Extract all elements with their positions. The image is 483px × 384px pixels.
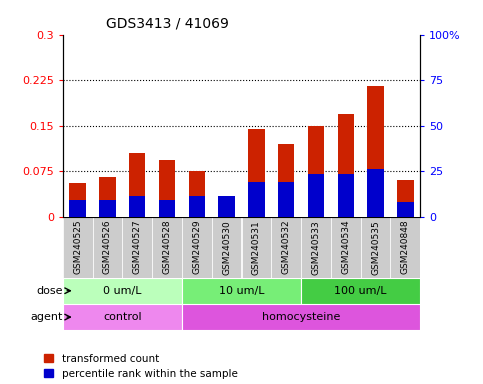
Bar bbox=[218, 206, 235, 217]
Bar bbox=[182, 217, 212, 278]
Bar bbox=[278, 144, 294, 217]
Bar bbox=[242, 217, 271, 278]
Text: control: control bbox=[103, 312, 142, 322]
Text: GSM240532: GSM240532 bbox=[282, 220, 291, 275]
Bar bbox=[129, 153, 145, 217]
Bar bbox=[361, 217, 390, 278]
Text: dose: dose bbox=[36, 286, 63, 296]
Text: GSM240531: GSM240531 bbox=[252, 220, 261, 275]
Text: 10 um/L: 10 um/L bbox=[219, 286, 264, 296]
Bar bbox=[271, 217, 301, 278]
Text: GDS3413 / 41069: GDS3413 / 41069 bbox=[106, 17, 228, 31]
Bar bbox=[331, 217, 361, 278]
Text: GSM240535: GSM240535 bbox=[371, 220, 380, 275]
Bar bbox=[397, 202, 413, 217]
Bar bbox=[129, 196, 145, 217]
Bar bbox=[218, 196, 235, 217]
Text: homocysteine: homocysteine bbox=[262, 312, 340, 322]
Text: GSM240529: GSM240529 bbox=[192, 220, 201, 275]
Bar bbox=[248, 182, 265, 217]
Bar bbox=[63, 304, 182, 330]
Bar bbox=[152, 217, 182, 278]
Legend: transformed count, percentile rank within the sample: transformed count, percentile rank withi… bbox=[44, 354, 238, 379]
Bar bbox=[308, 126, 324, 217]
Bar bbox=[159, 161, 175, 217]
Bar bbox=[99, 177, 115, 217]
Bar bbox=[99, 200, 115, 217]
Bar bbox=[212, 217, 242, 278]
Bar bbox=[368, 86, 384, 217]
Bar bbox=[248, 129, 265, 217]
Bar bbox=[390, 217, 420, 278]
Bar bbox=[122, 217, 152, 278]
Bar bbox=[338, 174, 354, 217]
Bar bbox=[301, 217, 331, 278]
Text: GSM240525: GSM240525 bbox=[73, 220, 82, 275]
Text: GSM240527: GSM240527 bbox=[133, 220, 142, 275]
Bar bbox=[189, 196, 205, 217]
Text: GSM240526: GSM240526 bbox=[103, 220, 112, 275]
Bar bbox=[70, 200, 86, 217]
Text: GSM240528: GSM240528 bbox=[163, 220, 171, 275]
Bar bbox=[159, 200, 175, 217]
Text: 100 um/L: 100 um/L bbox=[334, 286, 387, 296]
Text: 0 um/L: 0 um/L bbox=[103, 286, 142, 296]
Bar bbox=[397, 180, 413, 217]
Text: GSM240533: GSM240533 bbox=[312, 220, 320, 275]
Bar bbox=[182, 304, 420, 330]
Text: GSM240534: GSM240534 bbox=[341, 220, 350, 275]
Bar bbox=[93, 217, 122, 278]
Bar bbox=[301, 278, 420, 304]
Bar bbox=[189, 171, 205, 217]
Bar bbox=[278, 182, 294, 217]
Text: GSM240530: GSM240530 bbox=[222, 220, 231, 275]
Bar bbox=[63, 217, 93, 278]
Bar bbox=[70, 184, 86, 217]
Bar bbox=[368, 169, 384, 217]
Bar bbox=[308, 174, 324, 217]
Bar bbox=[338, 114, 354, 217]
Bar bbox=[63, 278, 182, 304]
Text: agent: agent bbox=[30, 312, 63, 322]
Text: GSM240848: GSM240848 bbox=[401, 220, 410, 275]
Bar bbox=[182, 278, 301, 304]
